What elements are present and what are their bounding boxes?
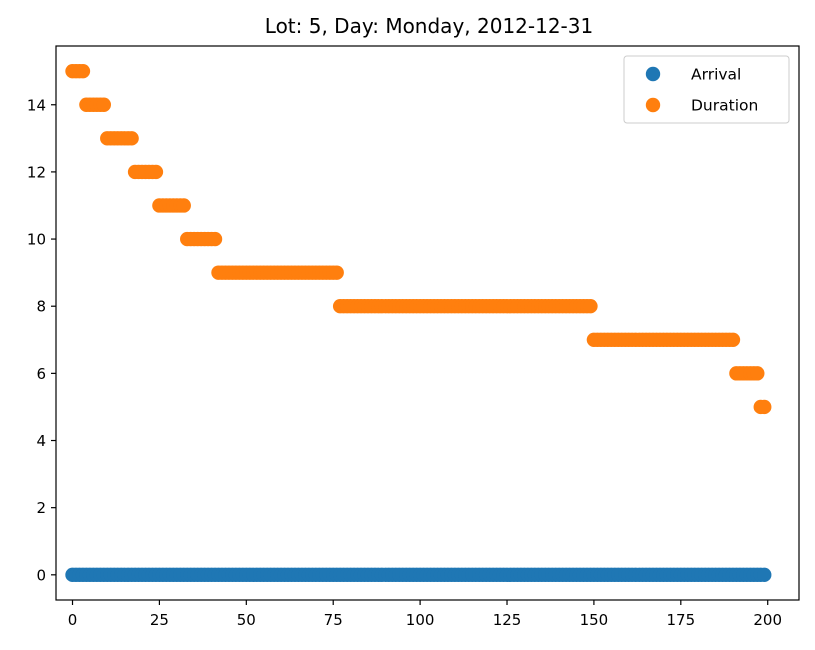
data-point [96, 97, 112, 112]
data-point [757, 567, 772, 583]
x-tick-label: 150 [580, 611, 609, 629]
legend-marker-duration [645, 97, 661, 113]
y-tick-label: 6 [36, 365, 46, 383]
y-tick-label: 2 [36, 499, 46, 517]
data-point [750, 366, 765, 381]
y-tick-label: 10 [27, 231, 46, 249]
y-tick-label: 8 [36, 298, 46, 316]
points-layer [65, 63, 772, 583]
data-point [75, 63, 91, 79]
legend: Arrival Duration [623, 55, 790, 124]
data-point [583, 299, 598, 314]
x-tick-label: 25 [150, 611, 169, 629]
y-tick-label: 4 [36, 432, 46, 450]
x-tick-label: 100 [406, 611, 435, 629]
data-point [148, 164, 164, 180]
plot-frame [55, 45, 800, 601]
x-tick-label: 50 [237, 611, 256, 629]
data-point [757, 399, 772, 415]
y-tick-label: 0 [36, 566, 46, 584]
series-duration [65, 63, 772, 415]
y-tick-label: 12 [27, 163, 46, 181]
legend-box [623, 55, 790, 124]
x-tick-label: 0 [68, 611, 78, 629]
x-tick-label: 75 [324, 611, 343, 629]
data-point [124, 131, 139, 146]
legend-marker-arrival [645, 66, 661, 82]
x-tick-label: 200 [753, 611, 782, 629]
data-point [207, 231, 223, 247]
chart-title: Lot: 5, Day: Monday, 2012-12-31 [265, 14, 593, 38]
data-point [725, 332, 741, 347]
legend-label-duration: Duration [691, 97, 758, 115]
legend-label-arrival: Arrival [691, 66, 741, 84]
axes-layer: 0 25 50 75 100 125 150 175 200 0 2 4 6 8 10 12 14 [27, 45, 800, 629]
data-point [329, 265, 344, 280]
data-point [176, 198, 191, 213]
series-arrival [65, 567, 772, 583]
y-tick-label: 14 [27, 96, 46, 114]
x-tick-label: 125 [493, 611, 522, 629]
x-tick-label: 175 [666, 611, 695, 629]
